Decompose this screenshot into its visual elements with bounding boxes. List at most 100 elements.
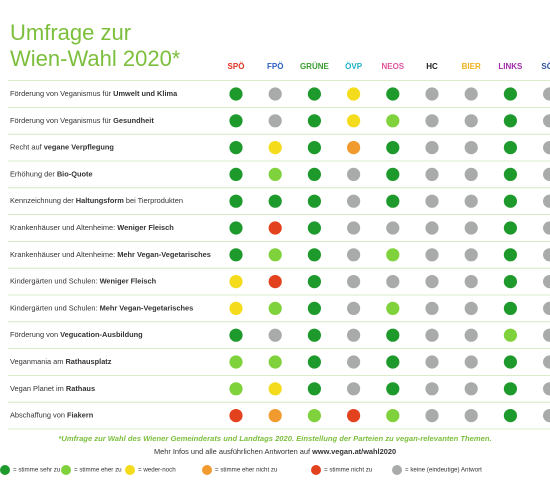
legend-label: = keine (eindeutige) Antwort	[405, 467, 482, 474]
answer-dot	[307, 301, 321, 315]
answer-dot	[543, 409, 550, 423]
legend-dot	[311, 465, 321, 475]
answer-dot	[386, 248, 400, 262]
answer-dot	[229, 114, 243, 128]
label-part: Vegucation-Ausbildung	[60, 330, 143, 339]
label-part: Erhöhung der	[10, 169, 57, 178]
label-part: Kennzeichnung der	[10, 196, 76, 205]
answer-dot	[347, 114, 361, 128]
answer-dot	[386, 221, 400, 235]
answer-dot	[503, 409, 517, 423]
answer-dot	[307, 248, 321, 262]
party-header: HC	[426, 62, 438, 71]
label-part: Krankenhäuser und Altenheime:	[10, 250, 117, 259]
legend-label: = stimme nicht zu	[324, 467, 373, 474]
label-part: vegane Verpflegung	[44, 143, 115, 152]
row-label: Veganmania am Rathausplatz	[10, 357, 112, 366]
answer-dot	[386, 87, 400, 101]
label-part: Recht auf	[10, 143, 44, 152]
party-header: FPÖ	[267, 62, 283, 71]
answer-dot	[347, 301, 361, 315]
answer-dot	[503, 248, 517, 262]
legend-label: = weder-noch	[138, 467, 176, 474]
answer-dot	[307, 382, 321, 396]
answer-dot	[503, 167, 517, 181]
answer-dot	[268, 409, 282, 423]
party-header: SÖZ	[541, 62, 550, 71]
answer-dot	[386, 328, 400, 342]
answer-dot	[229, 221, 243, 235]
answer-dot	[425, 194, 439, 208]
answer-dot	[229, 301, 243, 315]
answer-dot	[503, 382, 517, 396]
answer-dot	[464, 87, 478, 101]
answer-dot	[425, 355, 439, 369]
answer-dot	[268, 114, 282, 128]
answer-dot	[229, 328, 243, 342]
label-part: Mehr Vegan-Vegetarisches	[117, 250, 211, 259]
answer-dot	[268, 194, 282, 208]
answer-dot	[543, 87, 550, 101]
answer-dot	[464, 355, 478, 369]
answer-dot	[543, 328, 550, 342]
legend-dot	[202, 465, 212, 475]
answer-dot	[347, 248, 361, 262]
answer-dot	[307, 141, 321, 155]
party-header: NEOS	[381, 62, 404, 71]
answer-dot	[425, 301, 439, 315]
answer-dot	[229, 275, 243, 289]
legend-dot	[392, 465, 402, 475]
answer-dot	[307, 167, 321, 181]
answer-dot	[464, 275, 478, 289]
label-part: Bio-Quote	[57, 169, 93, 178]
answer-dot	[229, 167, 243, 181]
label-part: Krankenhäuser und Altenheime:	[10, 223, 117, 232]
row-label: Krankenhäuser und Altenheime: Weniger Fl…	[10, 223, 174, 232]
label-part: Mehr Vegan-Vegetarisches	[100, 303, 194, 312]
answer-dot	[229, 382, 243, 396]
footnote: *Umfrage zur Wahl des Wiener Gemeinderat…	[58, 434, 491, 443]
answer-dot	[425, 141, 439, 155]
answer-dot	[347, 275, 361, 289]
answer-dot	[386, 382, 400, 396]
answer-dot	[543, 355, 550, 369]
answer-dot	[307, 275, 321, 289]
answer-dot	[268, 382, 282, 396]
answer-dot	[268, 275, 282, 289]
party-header: GRÜNE	[300, 62, 330, 71]
answer-dot	[347, 382, 361, 396]
answer-dot	[229, 194, 243, 208]
answer-dot	[229, 248, 243, 262]
label-part: Weniger Fleisch	[117, 223, 174, 232]
answer-dot	[307, 194, 321, 208]
info-line: Mehr Infos und alle ausführlichen Antwor…	[154, 447, 396, 456]
answer-dot	[268, 141, 282, 155]
row-label: Vegan Planet im Rathaus	[10, 384, 95, 393]
answer-dot	[425, 275, 439, 289]
legend-dot	[61, 465, 71, 475]
answer-dot	[425, 328, 439, 342]
answer-dot	[543, 194, 550, 208]
answer-dot	[543, 141, 550, 155]
answer-dot	[268, 221, 282, 235]
label-part: Förderung von Veganismus für	[10, 116, 113, 125]
legend-label: = stimme sehr zu	[13, 467, 61, 474]
answer-dot	[386, 114, 400, 128]
answer-dot	[229, 87, 243, 101]
label-part: Förderung von Veganismus für	[10, 89, 113, 98]
legend-label: = stimme eher nicht zu	[215, 467, 278, 474]
legend-dot	[0, 465, 10, 475]
label-part: bei Tierprodukten	[124, 196, 183, 205]
answer-dot	[543, 167, 550, 181]
label-part: Förderung von	[10, 330, 60, 339]
label-part: Abschaffung von	[10, 411, 67, 420]
answer-dot	[307, 87, 321, 101]
label-part: Kindergärten und Schulen:	[10, 303, 100, 312]
answer-dot	[229, 141, 243, 155]
answer-dot	[307, 328, 321, 342]
answer-dot	[425, 382, 439, 396]
answer-dot	[464, 167, 478, 181]
answer-dot	[347, 194, 361, 208]
